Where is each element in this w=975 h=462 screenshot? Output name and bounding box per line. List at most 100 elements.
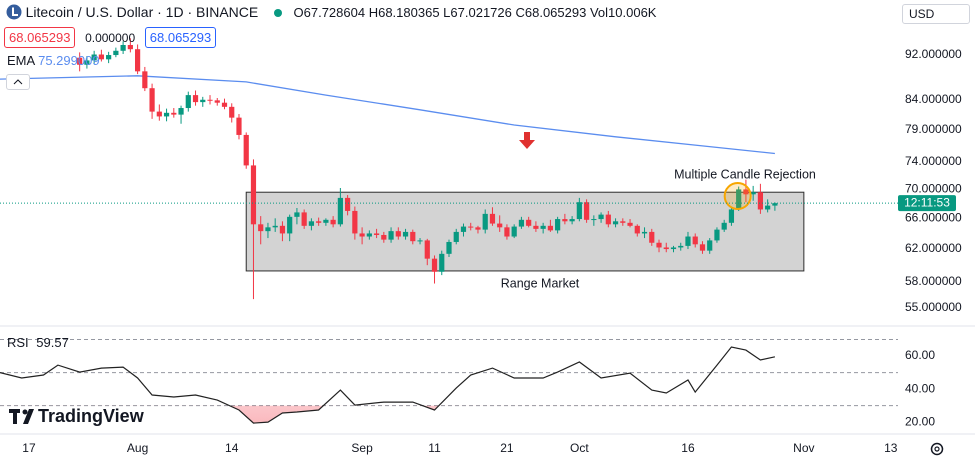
ohlc-value: 67.021726 [450, 5, 512, 20]
candle-body [446, 241, 452, 254]
candle-body [576, 202, 582, 220]
candle-body [316, 221, 322, 223]
candle-body [417, 240, 423, 242]
candle-body [641, 231, 648, 234]
y-tick-label: 79.000000 [905, 122, 962, 136]
candle-body [489, 213, 496, 224]
ema-line [0, 75, 775, 155]
candle-body [482, 213, 488, 230]
settings-icon[interactable] [930, 442, 944, 456]
candle-body [171, 112, 177, 115]
y-tick-label: 74.000000 [905, 154, 962, 168]
header-row: Litecoin / U.S. Dollar · 1D · BINANCE O6… [6, 4, 656, 20]
y-tick-label: 66.000000 [905, 210, 962, 224]
countdown: 12:11:53 [904, 195, 950, 209]
candle-body [656, 242, 662, 248]
candle-body [431, 258, 438, 272]
candle-body [77, 57, 83, 65]
oversold-fill [229, 405, 439, 424]
spread: 0.000000 [85, 31, 136, 45]
candle-body [757, 192, 764, 210]
ohlc-label: Vol [589, 5, 609, 20]
candle-body [497, 223, 503, 228]
candle-body [214, 100, 220, 103]
caret-line[interactable] [13, 79, 23, 85]
candle-body [750, 192, 756, 195]
countdown-box [898, 195, 956, 212]
gear[interactable] [930, 442, 944, 456]
rejection-circle [723, 182, 752, 210]
ema-name: EMA [7, 53, 35, 68]
candle-body [460, 226, 467, 232]
candle-body [156, 111, 162, 117]
candle-body [178, 108, 184, 115]
x-tick-label: 17 [22, 441, 36, 455]
down-arrow [519, 132, 535, 149]
candle-body [127, 44, 133, 50]
ohlc-label: O [293, 5, 304, 20]
candle-body [605, 214, 611, 225]
candle-body [84, 60, 90, 65]
candle-body [330, 219, 336, 225]
ohlc-label: L [443, 5, 451, 20]
candle-body [120, 44, 126, 51]
range-box [245, 191, 805, 272]
x-tick-label: 16 [681, 441, 695, 455]
rsi-tick-label: 20.00 [905, 414, 935, 428]
annotation: Multiple Candle Rejection [674, 167, 816, 181]
candle-body [163, 112, 170, 117]
rsi-name: RSI [7, 335, 29, 350]
candle-body [106, 55, 112, 60]
rsi-value: 59.57 [36, 335, 69, 350]
candle-body [620, 221, 626, 223]
candle-body [323, 219, 329, 223]
candle-body [337, 197, 343, 225]
sell-price[interactable]: 68.065293 [4, 27, 76, 48]
candle-body [612, 221, 619, 225]
logo-part [22, 409, 28, 415]
buy-price[interactable]: 68.065293 [144, 27, 217, 48]
candle-body [627, 222, 633, 226]
collapse-button[interactable] [6, 74, 30, 90]
gear-hub[interactable] [934, 446, 940, 452]
candle-body [366, 233, 372, 237]
candle-body [728, 209, 735, 223]
ohlc-value: 67.728604 [303, 5, 366, 20]
candle-body [258, 224, 264, 232]
x-tick-label: 21 [500, 441, 514, 455]
x-tick-label: Oct [570, 441, 589, 455]
brand: TradingView [38, 406, 145, 426]
candle-body [410, 231, 416, 242]
candle-body [236, 117, 242, 135]
candle-body [373, 233, 380, 235]
candle-body [345, 197, 351, 211]
coin-glyph [12, 14, 18, 16]
candle-body [772, 203, 778, 206]
y-tick-label: 84.000000 [905, 92, 962, 106]
y-tick-label: 92.000000 [905, 47, 962, 61]
ohlc-label: H [368, 5, 379, 20]
tv-logo [9, 409, 34, 424]
candle-body [678, 245, 684, 248]
y-tick-label: 58.000000 [905, 274, 962, 288]
currency[interactable]: USD [909, 7, 935, 21]
candle-body [250, 165, 257, 225]
candle-body [388, 231, 394, 240]
ema-value: 75.299009 [38, 53, 100, 68]
candle-body [308, 221, 315, 226]
currency-select[interactable]: USD [902, 4, 970, 24]
candle-body [533, 225, 539, 229]
candle-body [518, 219, 525, 227]
candle-body [634, 225, 640, 234]
candle-body [670, 247, 677, 250]
rsi-tick-label: 40.00 [905, 381, 935, 395]
coin-icon [6, 4, 22, 20]
candle-body [562, 219, 568, 222]
x-tick-label: 14 [225, 441, 239, 455]
candle-body [294, 212, 300, 217]
caret[interactable] [7, 75, 29, 89]
candle-body [301, 212, 307, 226]
candle-body [699, 244, 706, 251]
candle-body [511, 226, 517, 237]
